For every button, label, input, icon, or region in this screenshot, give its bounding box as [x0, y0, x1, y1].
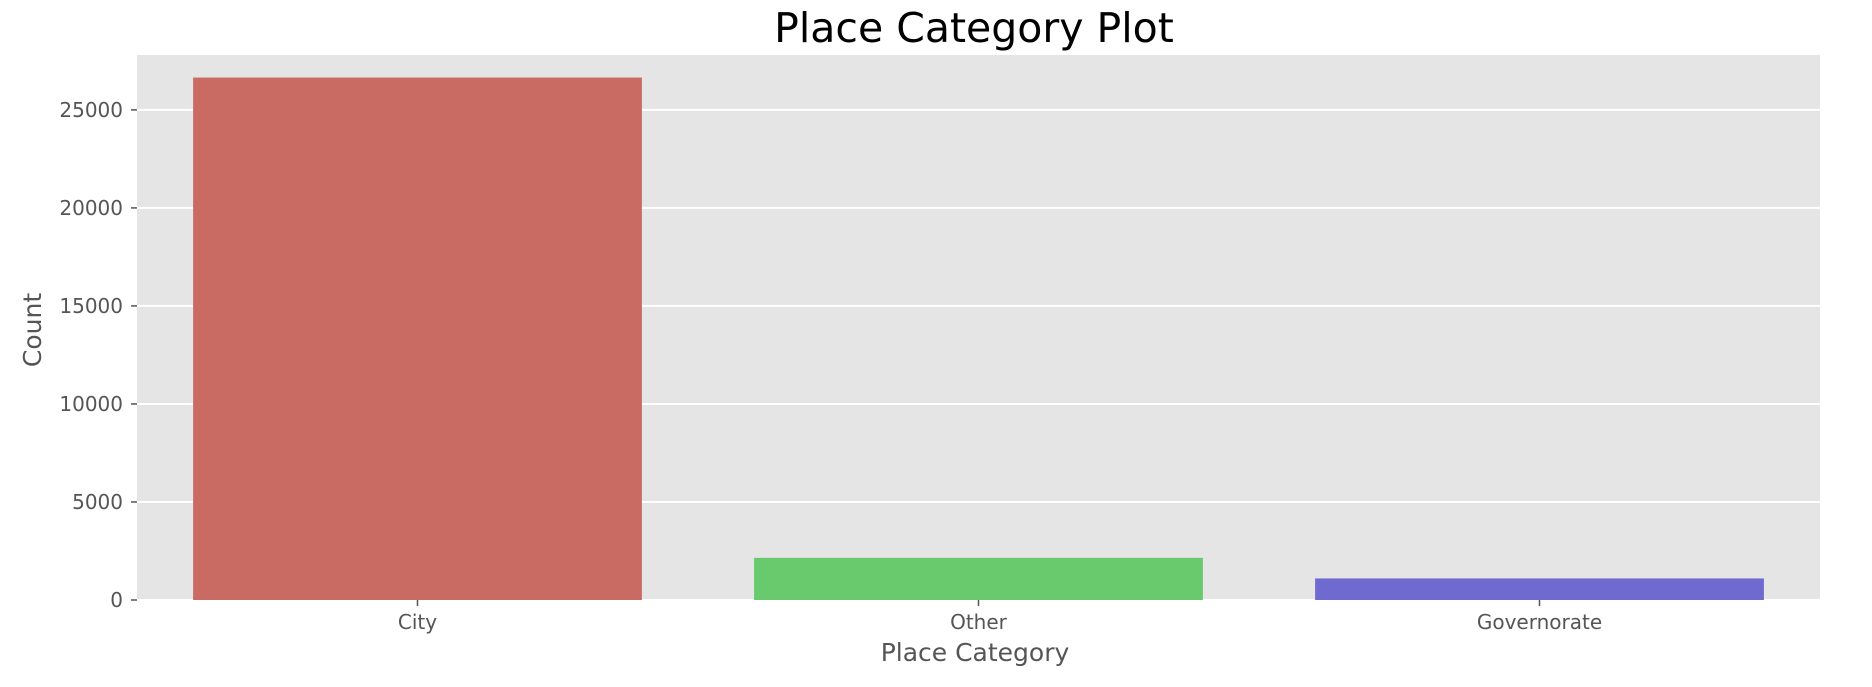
y-tick-label: 20000 [59, 196, 123, 220]
chart-title: Place Category Plot [774, 4, 1174, 52]
bars-group [193, 77, 1764, 600]
x-tick-label: Other [950, 610, 1008, 634]
bar-other [754, 557, 1203, 600]
y-tick-label: 10000 [59, 392, 123, 416]
x-tick-label: City [398, 610, 437, 634]
y-tick-label: 5000 [72, 490, 123, 514]
y-axis-label: Count [18, 293, 47, 367]
x-axis-label: Place Category [881, 638, 1070, 667]
y-tick-label: 0 [110, 588, 123, 612]
y-tick-label: 15000 [59, 294, 123, 318]
y-tick-label: 25000 [59, 98, 123, 122]
bar-city [193, 77, 642, 600]
bar-governorate [1315, 578, 1764, 600]
x-tick-label: Governorate [1477, 610, 1602, 634]
x-axis-ticks: City Other Governorate [398, 600, 1602, 634]
y-axis-ticks: 0 5000 10000 15000 20000 25000 [59, 98, 137, 612]
